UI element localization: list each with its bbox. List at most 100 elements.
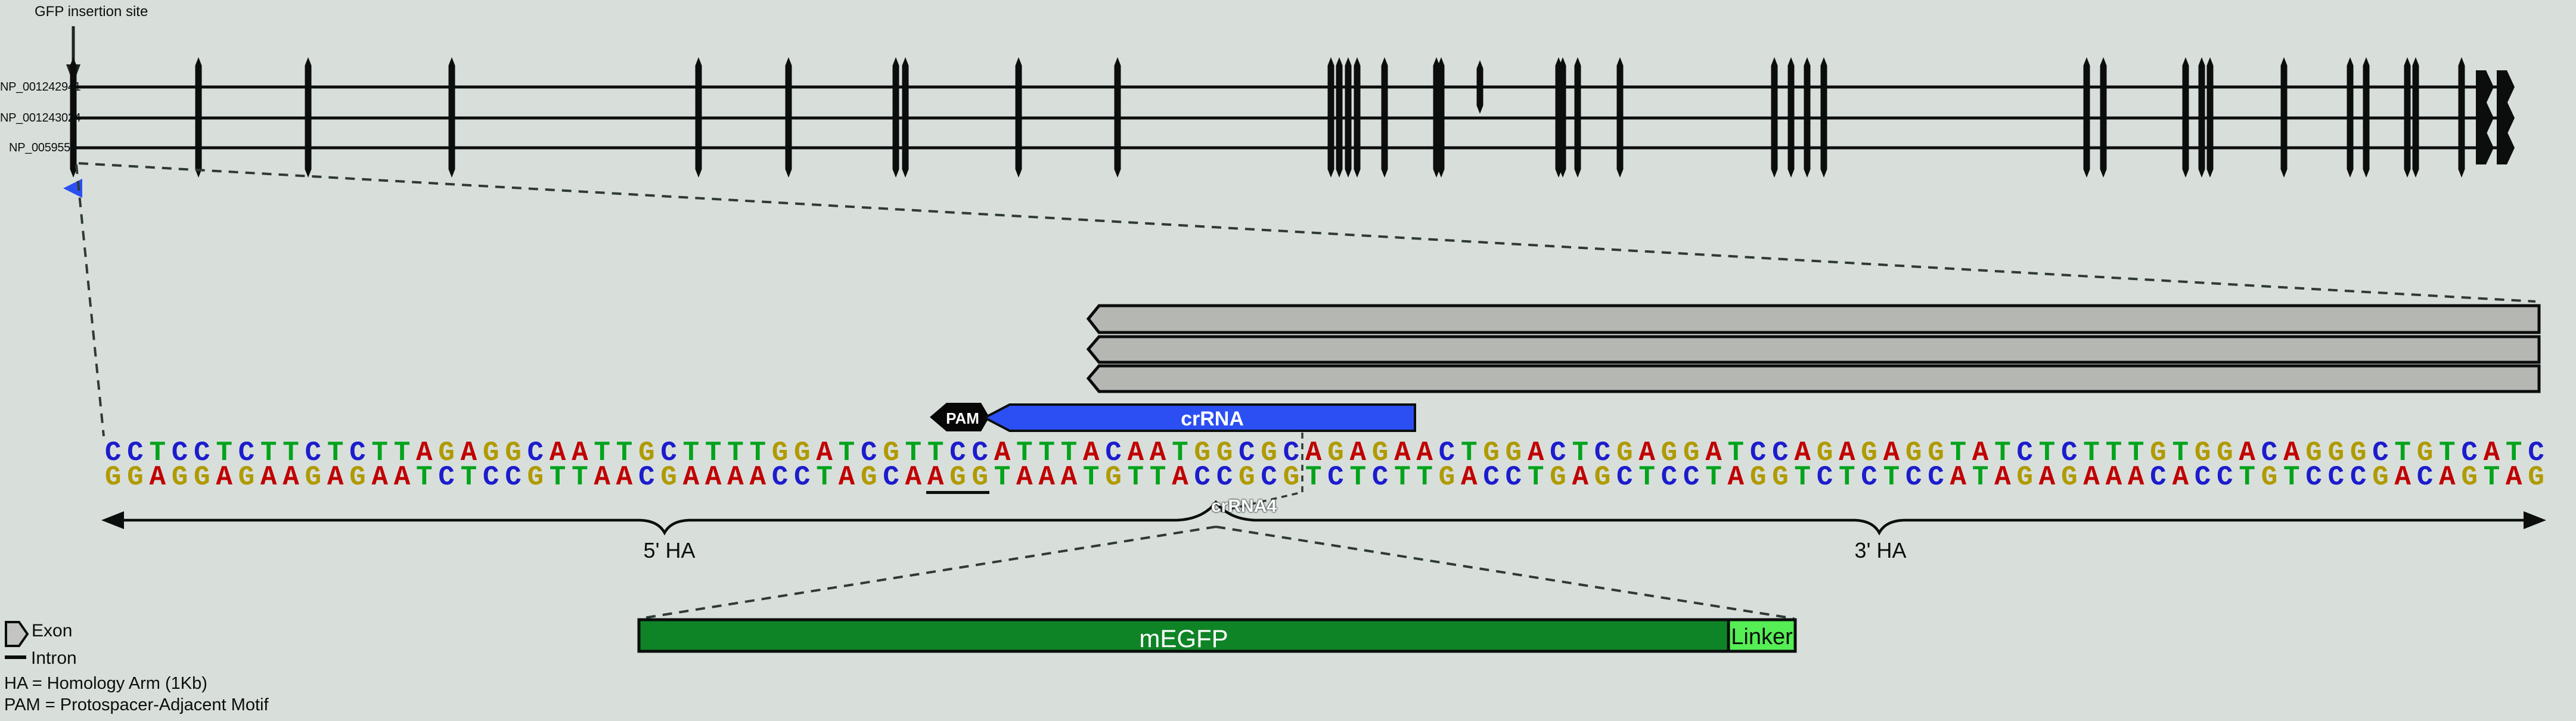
base-T: T xyxy=(1060,437,1078,468)
base-A: A xyxy=(1839,437,1855,468)
base-G: G xyxy=(2217,437,2233,468)
exon-mark xyxy=(2404,118,2411,178)
terminal-exon-arrow xyxy=(2476,131,2494,164)
base-A: A xyxy=(2483,437,2500,468)
base-G: G xyxy=(505,437,522,468)
transcript-label-3: NP_005955 xyxy=(9,141,70,154)
legend-intron-icon xyxy=(5,655,26,659)
exon-mark xyxy=(1015,118,1022,178)
base-C: C xyxy=(2305,462,2322,493)
base-G: G xyxy=(1749,462,1767,493)
base-C: C xyxy=(2416,462,2434,493)
base-G: G xyxy=(1283,462,1300,493)
base-A: A xyxy=(460,437,477,468)
legend-pam-definition: PAM = Protospacer-Adjacent Motif xyxy=(4,695,269,714)
crrna-bar-label: crRNA xyxy=(1181,408,1244,430)
base-C: C xyxy=(860,437,877,468)
base-T: T xyxy=(2127,437,2144,468)
pam-tag-label: PAM xyxy=(946,409,979,427)
base-T: T xyxy=(727,437,744,468)
base-T: T xyxy=(1839,462,1855,493)
base-G: G xyxy=(1238,462,1255,493)
base-G: G xyxy=(194,462,210,493)
exon-mark xyxy=(2083,118,2090,178)
base-C: C xyxy=(1550,437,1566,468)
base-A: A xyxy=(2283,437,2300,468)
legend-exon-label: Exon xyxy=(32,621,73,641)
zoom-funnel-upper xyxy=(75,162,2536,437)
base-C: C xyxy=(1194,462,1211,493)
exon-mark xyxy=(1787,118,1795,178)
brace-left-arrowhead-icon xyxy=(101,511,124,529)
transcript-label-2: NP_001243024 xyxy=(0,111,81,125)
base-T: T xyxy=(2283,462,2300,493)
base-A: A xyxy=(149,462,166,493)
exon-mark xyxy=(1381,118,1388,178)
base-C: C xyxy=(349,437,366,468)
exon-mark xyxy=(785,118,792,178)
base-A: A xyxy=(927,462,944,493)
homology-arm-brace xyxy=(101,500,2546,536)
base-T: T xyxy=(460,462,477,493)
base-G: G xyxy=(2372,462,2389,493)
base-G: G xyxy=(1216,437,1233,468)
base-G: G xyxy=(1371,437,1389,468)
base-T: T xyxy=(2038,437,2056,468)
base-C: C xyxy=(1105,437,1122,468)
base-C: C xyxy=(2217,462,2233,493)
base-C: C xyxy=(1483,462,1500,493)
base-C: C xyxy=(1683,462,1700,493)
base-G: G xyxy=(1327,437,1344,468)
exon-mark xyxy=(1114,118,1121,178)
base-T: T xyxy=(1794,462,1811,493)
base-A: A xyxy=(1794,437,1811,468)
exon-mark xyxy=(448,118,455,178)
zoom-funnel-lower xyxy=(640,526,1795,620)
exon-mark xyxy=(2363,118,2370,178)
base-A: A xyxy=(2105,462,2122,493)
base-C: C xyxy=(1261,462,1277,493)
base-G: G xyxy=(1683,437,1700,468)
base-G: G xyxy=(1861,437,1877,468)
base-G: G xyxy=(1905,437,1922,468)
base-G: G xyxy=(238,462,255,493)
base-T: T xyxy=(1638,462,1655,493)
base-G: G xyxy=(1616,437,1633,468)
base-T: T xyxy=(1016,437,1033,468)
base-T: T xyxy=(1127,462,1144,493)
base-A: A xyxy=(2127,462,2144,493)
base-T: T xyxy=(549,462,566,493)
base-T: T xyxy=(149,437,166,468)
base-A: A xyxy=(2439,462,2456,493)
base-C: C xyxy=(1772,437,1789,468)
base-T: T xyxy=(1883,462,1900,493)
base-T: T xyxy=(1416,462,1433,493)
base-A: A xyxy=(371,462,389,493)
base-A: A xyxy=(1082,437,1100,468)
base-T: T xyxy=(2105,437,2122,468)
base-G: G xyxy=(2461,462,2478,493)
exon-mark xyxy=(195,118,202,178)
base-C: C xyxy=(1216,462,1233,493)
base-A: A xyxy=(616,462,633,493)
base-C: C xyxy=(171,437,188,468)
base-A: A xyxy=(594,462,610,493)
exon-mark xyxy=(70,118,77,178)
base-C: C xyxy=(482,462,499,493)
base-T: T xyxy=(1972,462,1989,493)
cut-site-dashed-line xyxy=(1220,433,1303,512)
exon-mark xyxy=(1345,118,1352,178)
base-T: T xyxy=(927,437,944,468)
base-T: T xyxy=(1950,437,1967,468)
base-T: T xyxy=(416,462,433,493)
base-A: A xyxy=(393,462,411,493)
base-C: C xyxy=(1661,462,1678,493)
base-G: G xyxy=(860,462,877,493)
base-C: C xyxy=(1238,437,1255,468)
base-A: A xyxy=(727,462,744,493)
transcript-track-lines xyxy=(73,85,2509,150)
base-C: C xyxy=(104,437,122,468)
base-G: G xyxy=(127,462,144,493)
